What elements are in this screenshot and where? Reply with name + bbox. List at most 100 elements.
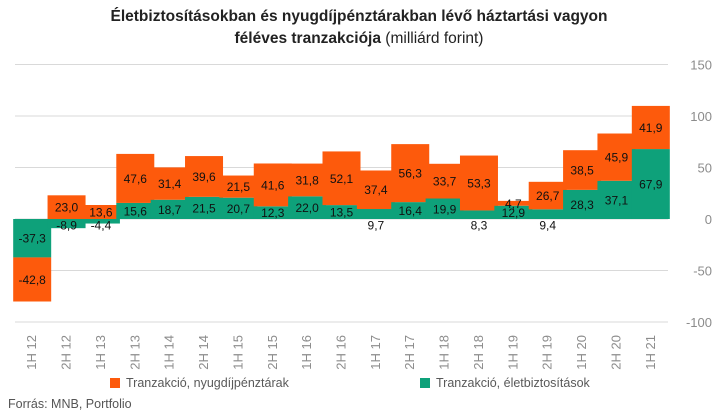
bar-segment-pension xyxy=(425,163,464,199)
x-tick-label: 1H 17 xyxy=(368,335,383,370)
bar-segment-pension xyxy=(597,133,636,181)
data-label-life: 12,3 xyxy=(261,206,285,220)
data-label-life: 22,0 xyxy=(295,201,319,215)
bar-segment-pension xyxy=(356,170,395,210)
x-tick-label: 2H 13 xyxy=(127,335,142,370)
data-label-life: -4,4 xyxy=(91,219,112,233)
bar-segment-pension xyxy=(563,150,602,190)
bar-segment-pension xyxy=(528,181,567,210)
bar-segment-life xyxy=(47,219,86,229)
y-tick-label: 50 xyxy=(698,161,712,176)
data-labels: -37,3 -42,8 -8,9 23,0 -4,413,6 15,6 47,6 18,7 31… xyxy=(19,121,663,287)
data-label-life: 9,7 xyxy=(368,219,385,233)
source-note: Forrás: MNB, Portfolio xyxy=(8,397,132,411)
legend-item-life: Tranzakció, életbiztosítások xyxy=(420,376,590,390)
data-label-life: 13,5 xyxy=(330,206,354,220)
chart-title-line1: Életbiztosításokban és nyugdíjpénztárakb… xyxy=(110,8,608,25)
data-label-life: 9,4 xyxy=(539,219,556,233)
data-label-life: -8,9 xyxy=(56,219,77,233)
bar-segment-pension xyxy=(219,175,258,198)
data-label-pension: 26,7 xyxy=(536,189,560,203)
bar-segment-pension xyxy=(47,195,86,219)
legend-swatch-pension xyxy=(110,378,120,388)
y-tick-label: 100 xyxy=(690,109,712,124)
bar-segment-life xyxy=(81,219,120,224)
data-label-pension: -42,8 xyxy=(19,273,47,287)
bar-segment-pension xyxy=(288,163,327,197)
data-label-pension: 52,1 xyxy=(330,172,354,186)
bar-segment-life xyxy=(288,196,327,219)
bar-segment-life xyxy=(425,198,464,219)
bar-segment-life xyxy=(528,209,567,219)
legend-swatch-life xyxy=(420,378,430,388)
bar-segment-pension xyxy=(116,153,155,203)
bar-segment-life xyxy=(150,199,189,219)
data-label-life: 28,3 xyxy=(570,198,594,212)
bar-segment-pension xyxy=(81,204,120,219)
x-tick-label: 2H 16 xyxy=(334,335,349,370)
data-label-pension: 33,7 xyxy=(433,175,457,189)
bar-segment-pension xyxy=(185,156,224,197)
chart-title: Életbiztosításokban és nyugdíjpénztárakb… xyxy=(0,6,718,50)
data-label-life: 67,9 xyxy=(639,178,663,192)
bar-segment-life xyxy=(597,180,636,219)
bar-segment-life xyxy=(494,205,533,219)
data-label-life: 16,4 xyxy=(399,204,423,218)
y-tick-label: 150 xyxy=(690,58,712,73)
data-label-pension: 53,3 xyxy=(467,177,491,191)
y-tick-label: 0 xyxy=(705,212,712,227)
data-label-life: 15,6 xyxy=(124,204,148,218)
x-tick-label: 1H 20 xyxy=(574,335,589,370)
bar-segment-life xyxy=(391,202,430,219)
bar-segment-life xyxy=(563,189,602,219)
x-tick-label: 2H 17 xyxy=(402,335,417,370)
x-tick-label: 1H 18 xyxy=(437,335,452,370)
bar-segment-pension xyxy=(322,151,361,206)
data-label-pension: 41,9 xyxy=(639,121,663,135)
bar-segment-life xyxy=(631,149,670,219)
data-label-pension: 39,6 xyxy=(192,170,216,184)
bars xyxy=(13,105,670,302)
x-tick-label: 2H 18 xyxy=(471,335,486,370)
data-label-pension: 37,4 xyxy=(364,183,388,197)
x-axis: 1H 12 2H 12 1H 13 2H 13 1H 14 2H 14 1H 15 2H 15… xyxy=(24,335,658,370)
y-tick-label: -100 xyxy=(686,315,712,330)
bar-segment-pension xyxy=(494,200,533,206)
x-tick-label: 2H 12 xyxy=(59,335,74,370)
data-label-life: -37,3 xyxy=(19,232,47,246)
chart-title-bold: féléves tranzakciója xyxy=(234,30,381,47)
data-label-life: 20,7 xyxy=(227,202,251,216)
bar-segment-life xyxy=(322,205,361,219)
data-label-life: 18,7 xyxy=(158,203,182,217)
x-tick-label: 1H 21 xyxy=(643,335,658,370)
data-label-pension: 38,5 xyxy=(570,164,594,178)
bar-segment-pension xyxy=(13,257,52,302)
bar-segment-life xyxy=(116,202,155,219)
y-axis: -100 -50 0 50 100 150 xyxy=(686,58,712,331)
bar-segment-pension xyxy=(631,105,670,150)
bar-segment-life xyxy=(219,197,258,219)
x-tick-label: 1H 12 xyxy=(24,335,39,370)
bar-segment-life xyxy=(185,196,224,219)
data-label-pension: 31,8 xyxy=(295,173,319,187)
legend-label-life: Tranzakció, életbiztosítások xyxy=(436,376,590,390)
data-label-pension: 47,6 xyxy=(124,172,148,186)
data-label-life: 19,9 xyxy=(433,202,457,216)
data-label-life: 37,1 xyxy=(605,193,629,207)
bar-segment-life xyxy=(253,206,292,219)
data-label-pension: 4,7 xyxy=(505,197,522,211)
data-label-pension: 21,5 xyxy=(227,180,251,194)
x-tick-label: 2H 14 xyxy=(196,335,211,370)
bar-segment-pension xyxy=(150,167,189,200)
legend-label-pension: Tranzakció, nyugdíjpénztárak xyxy=(126,376,289,390)
bar-segment-life xyxy=(459,210,498,219)
x-tick-label: 2H 20 xyxy=(608,335,623,370)
legend-item-pension: Tranzakció, nyugdíjpénztárak xyxy=(110,376,289,390)
data-label-pension: 56,3 xyxy=(399,167,423,181)
bar-segment-pension xyxy=(253,163,292,207)
x-tick-label: 1H 13 xyxy=(93,335,108,370)
chart-title-unit: (milliárd forint) xyxy=(385,30,484,47)
data-label-pension: 45,9 xyxy=(605,151,629,165)
data-label-pension: 41,6 xyxy=(261,178,285,192)
